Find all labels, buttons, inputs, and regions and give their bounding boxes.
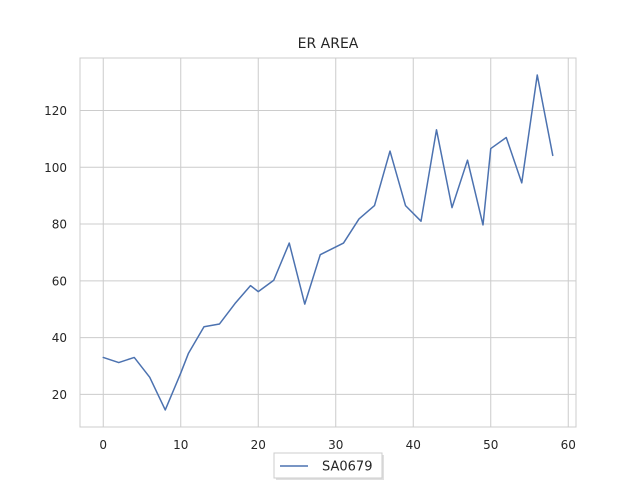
x-tick-label: 40: [406, 438, 421, 452]
x-tick-label: 10: [173, 438, 188, 452]
series-line-sa0679: [102, 74, 554, 411]
series-layer: [102, 74, 554, 411]
x-tick-label: 20: [251, 438, 266, 452]
grid-lines: [80, 58, 576, 427]
y-tick-label: 20: [52, 388, 67, 402]
x-tick-label: 50: [483, 438, 498, 452]
plot-frame: [79, 57, 577, 428]
legend: SA0679: [273, 452, 384, 480]
y-tick-label: 60: [52, 274, 67, 288]
y-tick-label: 80: [52, 218, 67, 232]
x-tick-label: 60: [561, 438, 576, 452]
legend-label-sa0679: SA0679: [322, 460, 372, 475]
x-tick-label: 0: [99, 438, 107, 452]
y-tick-label: 120: [44, 104, 67, 118]
x-tick-label: 30: [328, 438, 343, 452]
y-tick-label: 40: [52, 331, 67, 345]
y-tick-label: 100: [44, 161, 67, 175]
chart-title: ER AREA: [298, 36, 359, 52]
axis-tick-labels: 0 10 20 30 40 50 60 20 40 60 80 100 120: [44, 104, 576, 452]
